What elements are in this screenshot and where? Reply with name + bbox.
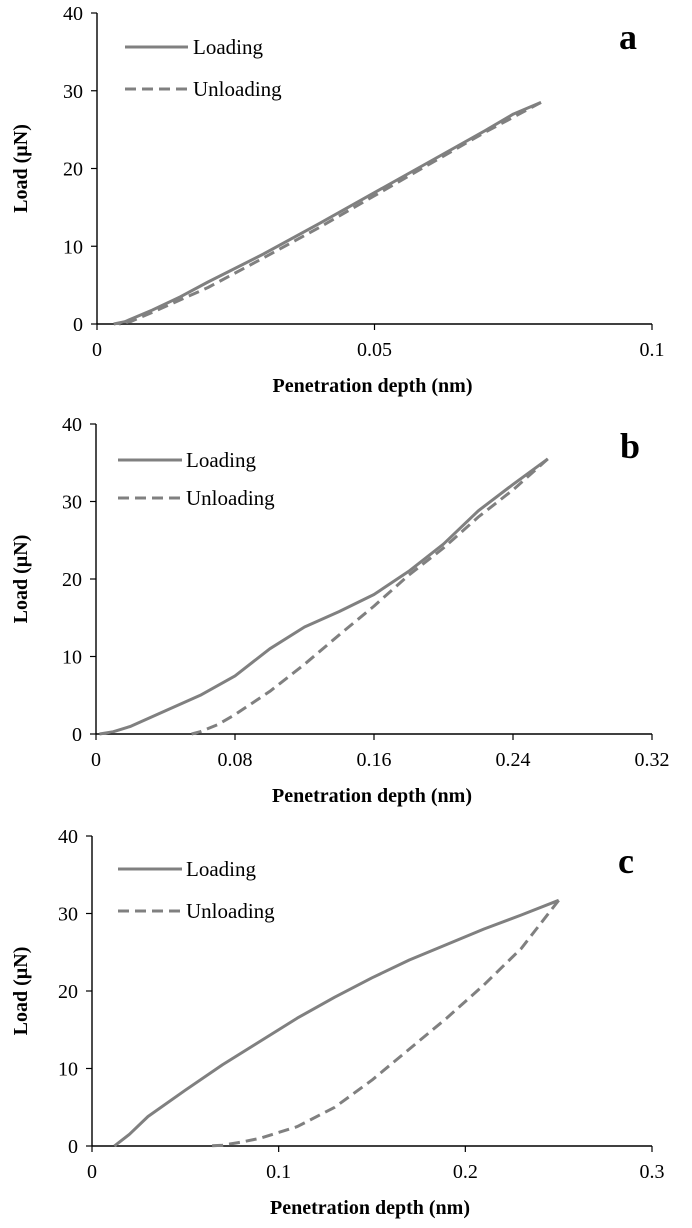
y-tick-label: 20 [58, 981, 78, 1003]
x-tick-label: 0.08 [218, 749, 253, 771]
x-tick-label: 0.1 [640, 339, 665, 361]
y-tick-label: 40 [62, 414, 82, 436]
y-tick-label: 10 [63, 236, 83, 258]
x-tick-label: 0.1 [266, 1161, 291, 1183]
y-tick-label: 0 [72, 724, 82, 746]
x-tick-label: 0.16 [357, 749, 392, 771]
panel-label: b [620, 426, 640, 466]
x-tick-label: 0.2 [453, 1161, 478, 1183]
x-axis-title: Penetration depth (nm) [273, 375, 473, 397]
y-tick-label: 30 [58, 904, 78, 926]
y-tick-label: 30 [62, 492, 82, 514]
y-tick-label: 40 [58, 826, 78, 848]
y-tick-label: 20 [63, 159, 83, 181]
x-tick-label: 0.32 [635, 749, 670, 771]
x-tick-label: 0.05 [357, 339, 392, 361]
y-tick-label: 10 [58, 1059, 78, 1081]
legend-label-unloading: Unloading [186, 486, 275, 510]
x-tick-label: 0 [92, 339, 102, 361]
x-axis-title: Penetration depth (nm) [270, 1197, 470, 1219]
legend: Loading Unloading [118, 448, 275, 510]
series-line-unloading [207, 899, 560, 1148]
legend: Loading Unloading [118, 857, 275, 923]
y-tick-label: 0 [73, 314, 83, 336]
chart-panel-a: 0 10 20 30 40 0 0.05 0.1 Penetration depth (nm) L… [10, 3, 665, 397]
chart-panel-b: 0 10 20 30 40 0 0.08 0.16 0.24 0.32 Penetration de… [10, 414, 670, 807]
legend-label-unloading: Unloading [186, 899, 275, 923]
y-axis-title: Load (µN) [10, 124, 32, 213]
y-axis-title: Load (µN) [10, 535, 32, 624]
x-tick-label: 0.3 [640, 1161, 665, 1183]
series-line-unloading [191, 457, 549, 736]
y-tick-label: 0 [68, 1136, 78, 1158]
y-tick-label: 20 [62, 569, 82, 591]
x-tick-label: 0 [91, 749, 101, 771]
legend-label-loading: Loading [193, 35, 263, 59]
legend-label-loading: Loading [186, 448, 256, 472]
x-axis-title: Penetration depth (nm) [272, 785, 472, 807]
x-tick-label: 0 [87, 1161, 97, 1183]
series-line-unloading [118, 101, 542, 326]
x-tick-label: 0.24 [496, 749, 531, 771]
series-line-loading [113, 898, 560, 1148]
chart-panel-c: 0 10 20 30 40 0 0.1 0.2 0.3 Penetration depth (nm… [10, 826, 665, 1219]
y-tick-label: 40 [63, 3, 83, 25]
y-axis-title: Load (µN) [10, 947, 32, 1036]
legend-label-loading: Loading [186, 857, 256, 881]
series-line-loading [113, 101, 542, 326]
y-tick-label: 30 [63, 81, 83, 103]
legend-label-unloading: Unloading [193, 77, 282, 101]
panel-label: c [618, 841, 634, 881]
y-tick-label: 10 [62, 647, 82, 669]
panel-label: a [619, 17, 637, 57]
legend: Loading Unloading [125, 35, 282, 101]
series-line-loading [99, 457, 549, 736]
